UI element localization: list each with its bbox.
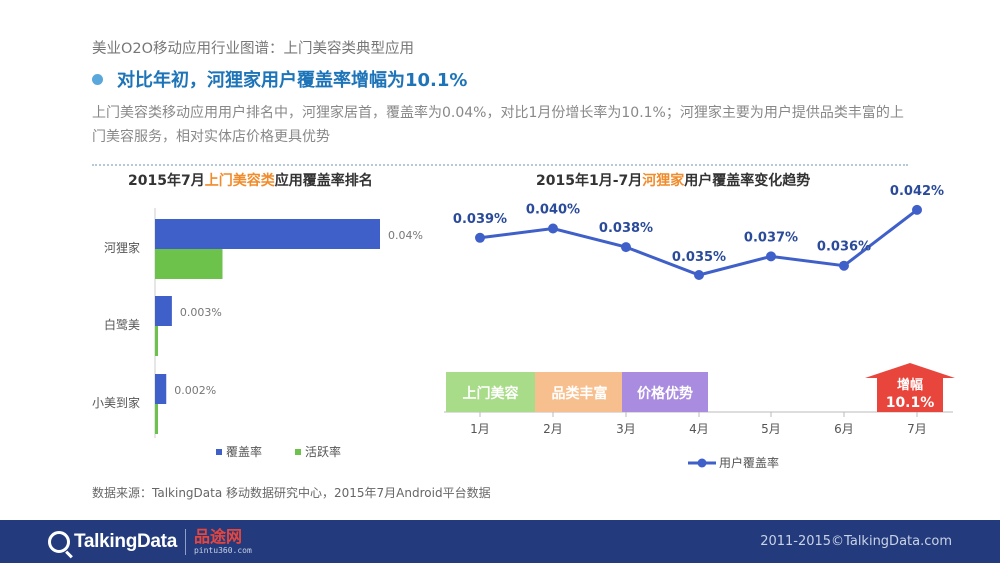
- legend-activity-swatch: [295, 449, 301, 455]
- feature-tag-box: [622, 372, 708, 412]
- heading-row: 对比年初，河狸家用户覆盖率增幅为10.1%: [92, 66, 467, 92]
- partner-url: pintu360.com: [193, 546, 252, 555]
- feature-tag-label: 价格优势: [637, 385, 693, 402]
- bullet-icon: [92, 73, 103, 85]
- legend-line-marker: [697, 458, 707, 468]
- x-axis-tick-label: 3月: [616, 422, 636, 436]
- feature-tag-box: [535, 372, 624, 412]
- x-axis-tick-label: 7月: [907, 422, 927, 436]
- feature-tag-label: 品类丰富: [552, 385, 608, 402]
- legend-coverage-swatch: [216, 449, 222, 455]
- legend-coverage-label: 覆盖率: [226, 444, 262, 459]
- bar-category-label: 小美到家: [92, 395, 140, 410]
- trend-data-label: 0.036%: [817, 240, 871, 255]
- feature-tag-box: [446, 372, 535, 412]
- partner-name: 品途网: [193, 527, 242, 546]
- trend-data-label: 0.040%: [526, 203, 580, 218]
- bar-category-label: 河狸家: [104, 240, 140, 255]
- page-subtitle: 美业O2O移动应用行业图谱：上门美容类典型应用: [92, 41, 415, 57]
- x-axis-tick-label: 1月: [470, 422, 490, 436]
- trend-data-label: 0.039%: [453, 212, 507, 227]
- trend-data-point: [621, 242, 631, 253]
- talkingdata-logo-icon: [48, 531, 70, 553]
- coverage-bar: [155, 296, 172, 326]
- right-chart-title: 2015年1月-7月河狸家用户覆盖率变化趋势: [536, 173, 811, 189]
- x-axis-tick-label: 2月: [543, 422, 563, 436]
- trend-data-point: [766, 251, 776, 262]
- page-description: 上门美容类移动应用用户排名中，河狸家居首，覆盖率为0.04%，对比1月份增长率为…: [92, 105, 904, 145]
- trend-data-point: [475, 232, 485, 243]
- page-heading: 对比年初，河狸家用户覆盖率增幅为10.1%: [117, 70, 468, 91]
- activity-bar: [155, 249, 223, 279]
- data-source-note: 数据来源：TalkingData 移动数据研究中心，2015年7月Android…: [92, 486, 491, 500]
- left-chart-title: 2015年7月上门美容类应用覆盖率排名: [128, 173, 373, 189]
- coverage-data-label: 0.002%: [174, 384, 216, 397]
- coverage-data-label: 0.04%: [388, 229, 423, 242]
- brand-name: TalkingData: [74, 531, 177, 552]
- coverage-trend-line: [479, 208, 918, 277]
- coverage-bar: [155, 374, 167, 404]
- brand-separator: [184, 529, 186, 555]
- x-axis-tick-label: 6月: [834, 422, 854, 436]
- growth-annotation-line2: 10.1%: [886, 395, 935, 411]
- growth-annotation-line1: 增幅: [897, 377, 923, 393]
- coverage-data-label: 0.003%: [180, 306, 222, 319]
- trend-data-label: 0.037%: [744, 230, 798, 245]
- feature-tag-label: 上门美容: [463, 385, 519, 402]
- trend-data-label: 0.042%: [890, 184, 944, 199]
- footer-bar: TalkingData 品途网 pintu360.com 2011-2015©T…: [0, 520, 1000, 563]
- brand-logo: TalkingData 品途网 pintu360.com: [48, 529, 252, 555]
- trend-data-point: [912, 204, 922, 215]
- trend-data-label: 0.035%: [672, 250, 726, 265]
- activity-bar: [155, 326, 158, 356]
- bar-category-label: 白鹭美: [104, 317, 140, 332]
- dotted-divider: [92, 164, 908, 166]
- trend-data-label: 0.038%: [599, 221, 653, 236]
- partner-logo: 品途网 pintu360.com: [194, 529, 252, 555]
- trend-data-point: [694, 270, 704, 280]
- trend-data-point: [548, 223, 558, 234]
- trend-data-point: [839, 260, 849, 271]
- x-axis-tick-label: 4月: [689, 422, 709, 436]
- legend-line-label: 用户覆盖率: [719, 455, 779, 470]
- coverage-bar: [155, 219, 380, 249]
- legend-activity-label: 活跃率: [305, 444, 341, 459]
- copyright: 2011-2015©TalkingData.com: [760, 534, 952, 549]
- activity-bar: [155, 404, 158, 434]
- growth-arrow-icon: [865, 363, 955, 412]
- x-axis-tick-label: 5月: [761, 422, 781, 436]
